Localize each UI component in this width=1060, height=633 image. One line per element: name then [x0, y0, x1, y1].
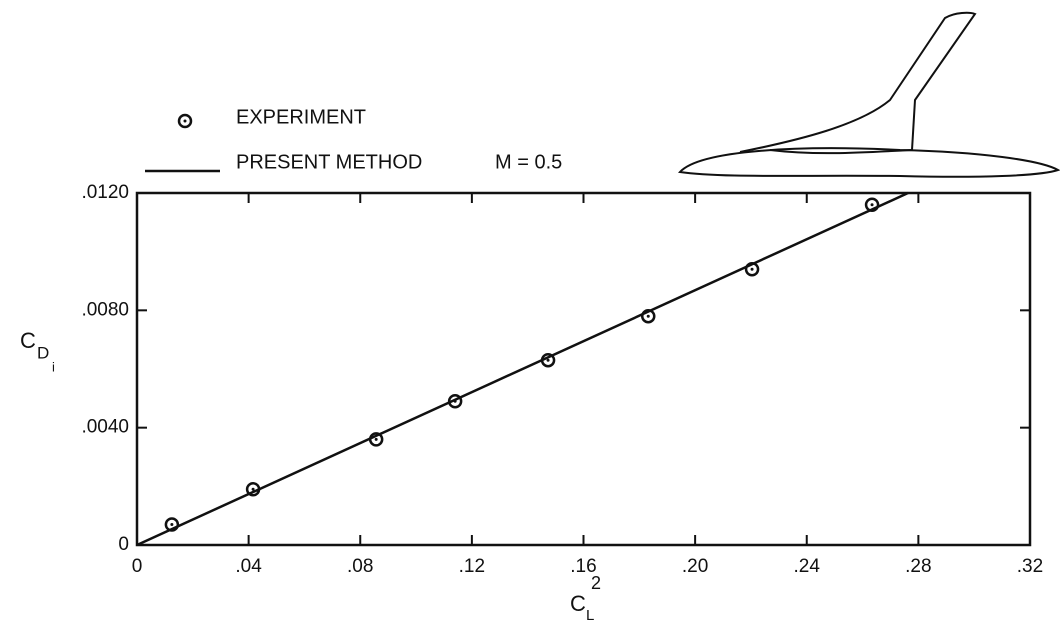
- method-line: [136, 191, 909, 547]
- data-point-dot: [546, 358, 550, 362]
- y-tick-label: .0120: [81, 182, 129, 203]
- data-point-dot: [870, 203, 874, 207]
- data-point-dot: [374, 437, 378, 441]
- x-tick-label: .12: [459, 556, 485, 577]
- legend-label: EXPERIMENT: [236, 106, 366, 128]
- legend-label: PRESENT METHOD: [236, 151, 422, 173]
- plot-frame: [135, 191, 1032, 547]
- data-point-dot: [251, 487, 255, 491]
- data-point-dot: [170, 522, 174, 526]
- y-tick-label: .0040: [81, 417, 129, 438]
- y-label-sub: D: [37, 343, 49, 362]
- x-tick-label: .24: [794, 556, 821, 577]
- annotation: M = 0.5: [495, 151, 562, 173]
- x-tick-label: .16: [570, 556, 596, 577]
- x-tick-label: 0: [132, 556, 143, 577]
- aircraft-sketch: [677, 11, 1060, 178]
- y-tick-label: .0080: [81, 299, 129, 320]
- data-point-dot: [750, 267, 754, 271]
- legend-marker: [177, 113, 193, 129]
- data-point-dot: [646, 314, 650, 318]
- x-tick-label: .08: [347, 556, 373, 577]
- y-label-subsub: i: [52, 359, 55, 374]
- x-label-sup: 2: [591, 573, 601, 593]
- x-label-sub: L: [586, 607, 594, 624]
- y-tick-label: 0: [118, 534, 129, 555]
- x-tick-label: .04: [235, 556, 262, 577]
- x-tick-label: .28: [905, 556, 931, 577]
- x-tick-label: .20: [682, 556, 708, 577]
- x-tick-label: .32: [1017, 556, 1043, 577]
- legend-marker-dot: [183, 119, 187, 123]
- x-label-main: C: [570, 591, 586, 616]
- y-label-main: C: [20, 328, 36, 353]
